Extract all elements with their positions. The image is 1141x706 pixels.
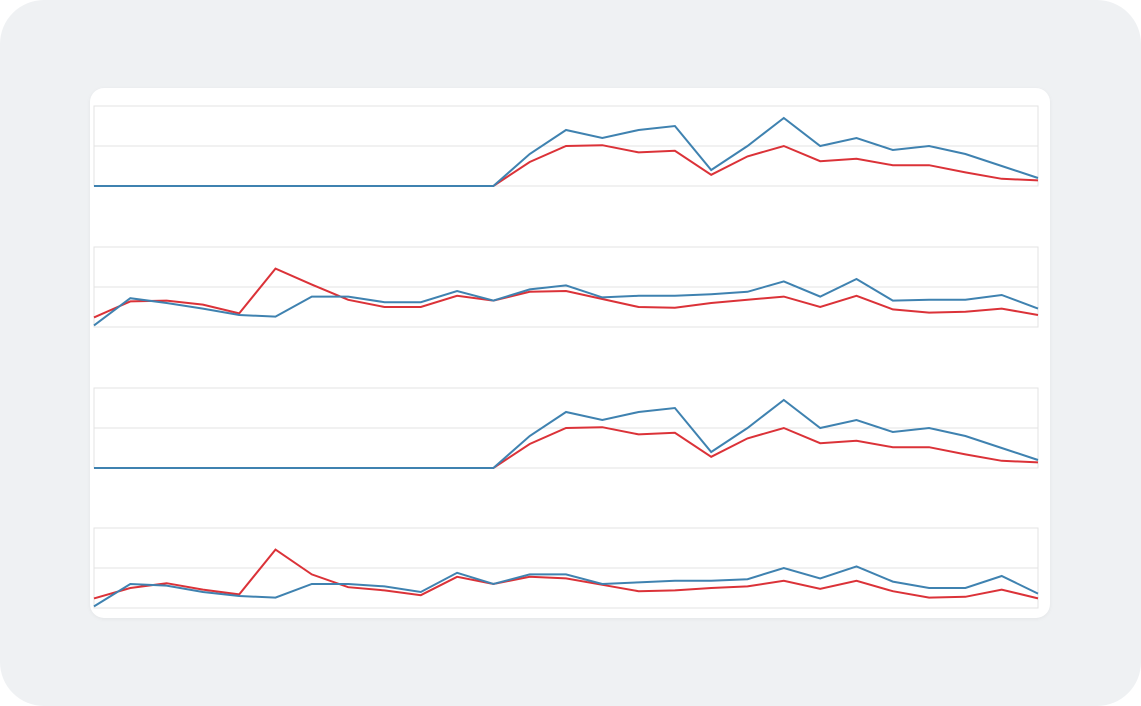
series-line-blue: [93, 277, 1039, 327]
series-line-blue: [94, 398, 1039, 469]
line-chart-1: [93, 105, 1039, 187]
line-chart-2: [93, 246, 1039, 328]
line-chart-panel-4: [90, 526, 1050, 618]
line-chart-panel-3: [90, 386, 1050, 496]
series-line-red: [94, 426, 1039, 469]
line-chart-panel-1: [90, 104, 1050, 214]
series-line-blue: [94, 116, 1039, 187]
chart-card: [90, 88, 1050, 618]
series-line-red: [93, 548, 1039, 600]
series-line-red: [94, 144, 1039, 187]
line-chart-panel-2: [90, 245, 1050, 355]
series-line-red: [93, 267, 1039, 319]
line-chart-4: [93, 527, 1039, 609]
line-chart-3: [93, 387, 1039, 469]
series-line-blue: [93, 565, 1039, 608]
